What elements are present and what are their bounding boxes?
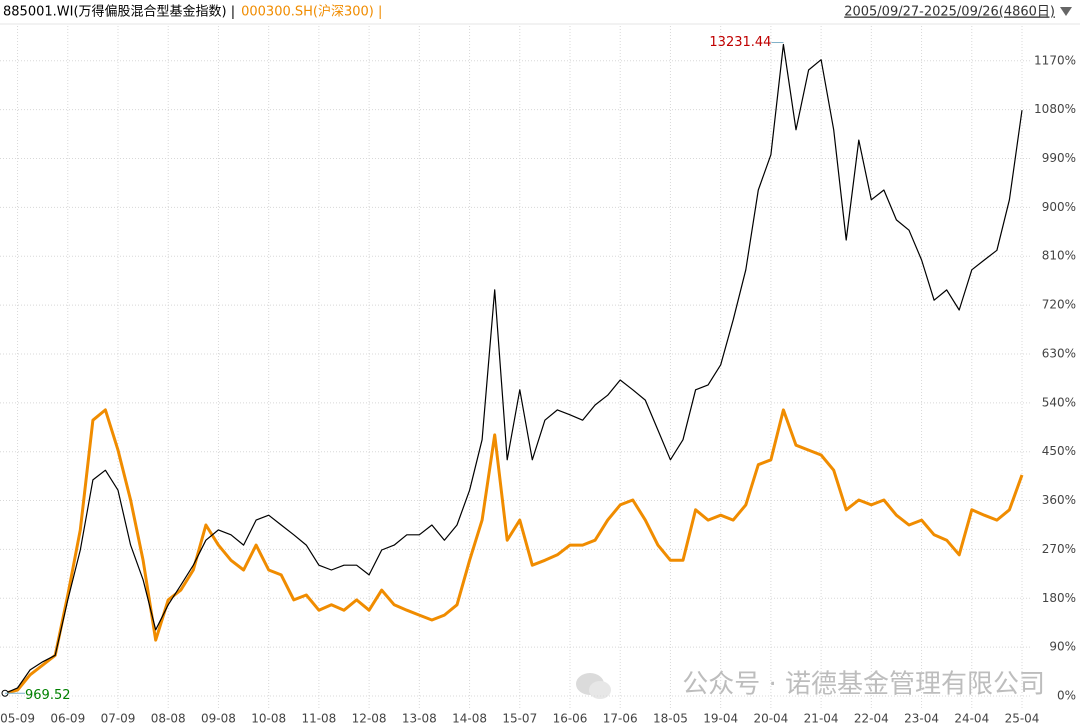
x-tick-label: 22-04 <box>854 712 889 726</box>
y-tick-label: 360% <box>1042 493 1076 507</box>
x-tick-label: 06-09 <box>50 712 85 726</box>
y-tick-label: 270% <box>1042 542 1076 556</box>
y-tick-label: 1170% <box>1034 53 1076 67</box>
x-tick-label: 20-04 <box>753 712 788 726</box>
y-tick-label: 450% <box>1042 444 1076 458</box>
x-tick-label: 21-04 <box>804 712 839 726</box>
x-tick-label: 19-04 <box>703 712 738 726</box>
x-tick-label: 23-04 <box>904 712 939 726</box>
y-tick-label: 180% <box>1042 591 1076 605</box>
y-tick-label: 630% <box>1042 346 1076 360</box>
x-tick-label: 09-08 <box>201 712 236 726</box>
x-tick-label: 07-09 <box>101 712 136 726</box>
x-tick-label: 17-06 <box>603 712 638 726</box>
watermark-icon <box>576 673 611 699</box>
series-line <box>4 43 1023 694</box>
legend-entry: 885001.WI(万得偏股混合型基金指数) | <box>3 4 235 20</box>
x-tick-label: 16-06 <box>553 712 588 726</box>
y-tick-label: 0% <box>1057 688 1076 702</box>
y-tick-label: 540% <box>1042 395 1076 409</box>
y-tick-label: 810% <box>1042 249 1076 263</box>
x-tick-label: 08-08 <box>151 712 186 726</box>
dropdown-icon[interactable] <box>1060 7 1072 16</box>
annotation: 969.52 <box>25 688 71 703</box>
watermark: 公众号 · 诺德基金管理有限公司 <box>682 670 1045 700</box>
x-tick-label: 18-05 <box>653 712 688 726</box>
y-tick-label: 90% <box>1049 640 1076 654</box>
date-range[interactable]: 2005/09/27-2025/09/26(4860日) <box>844 5 1055 20</box>
x-tick-label: 05-09 <box>0 712 35 726</box>
y-tick-label: 990% <box>1042 151 1076 165</box>
x-tick-label: 12-08 <box>352 712 387 726</box>
x-tick-label: 11-08 <box>301 712 336 726</box>
y-tick-label: 1080% <box>1034 102 1076 116</box>
x-tick-label: 15-07 <box>502 712 537 726</box>
x-tick-label: 25-04 <box>1005 712 1040 726</box>
x-tick-label: 24-04 <box>954 712 989 726</box>
x-tick-label: 10-08 <box>251 712 286 726</box>
x-tick-label: 13-08 <box>402 712 437 726</box>
legend-entry: 000300.SH(沪深300) | <box>241 4 382 20</box>
y-tick-label: 900% <box>1042 200 1076 214</box>
x-tick-label: 14-08 <box>452 712 487 726</box>
y-tick-label: 720% <box>1042 298 1076 312</box>
annotation: 13231.44 <box>709 35 771 50</box>
